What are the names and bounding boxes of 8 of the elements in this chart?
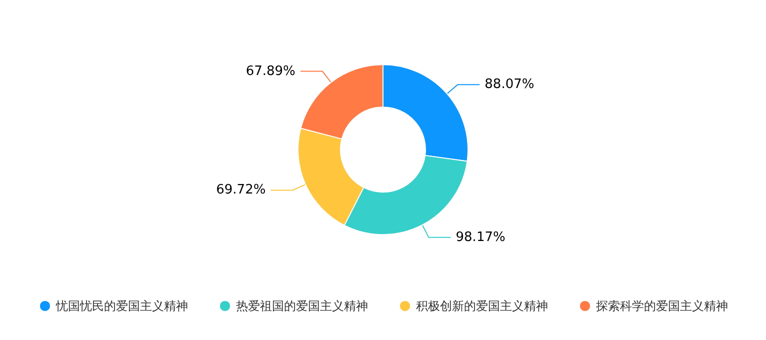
legend-label: 探索科学的爱国主义精神: [596, 299, 728, 313]
data-label: 69.72%: [216, 182, 266, 198]
data-label: 88.07%: [484, 77, 534, 92]
legend-label: 积极创新的爱国主义精神: [416, 299, 548, 313]
legend-label: 忧国忧民的爱国主义精神: [55, 299, 188, 313]
data-label: 67.89%: [246, 64, 296, 79]
data-label: 98.17%: [456, 230, 506, 245]
legend-label: 热爱祖国的爱国主义精神: [236, 299, 368, 313]
